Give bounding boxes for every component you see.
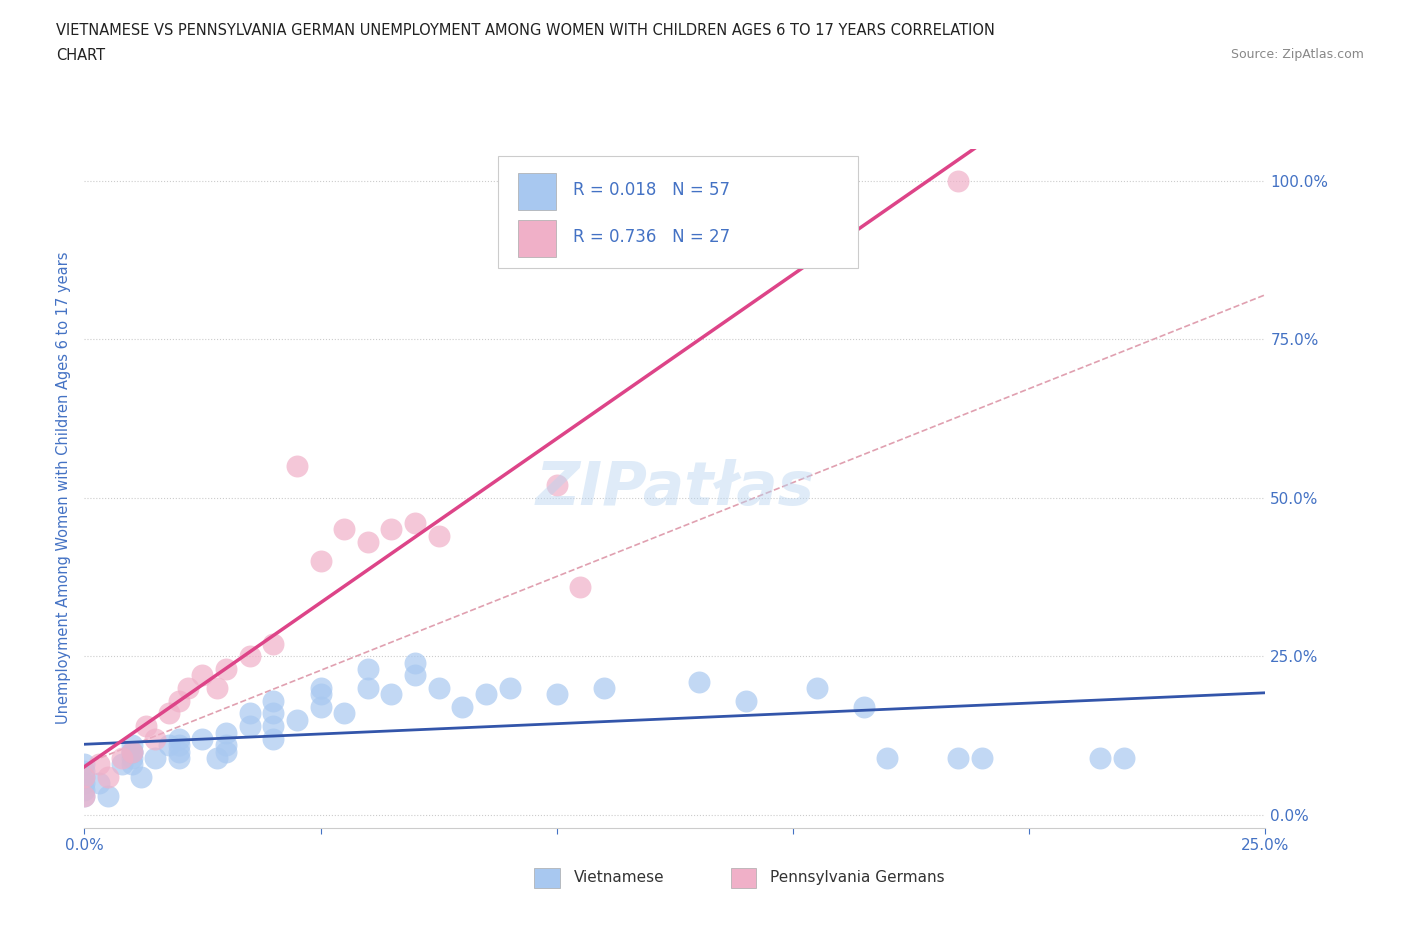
Point [876, 751, 898, 765]
Point [546, 687, 568, 702]
Text: VIETNAMESE VS PENNSYLVANIA GERMAN UNEMPLOYMENT AMONG WOMEN WITH CHILDREN AGES 6 : VIETNAMESE VS PENNSYLVANIA GERMAN UNEMPL… [56, 23, 995, 38]
Point [205, 751, 228, 765]
Point [546, 478, 568, 493]
Point [309, 699, 332, 714]
FancyBboxPatch shape [498, 155, 858, 268]
Point [404, 656, 426, 671]
Point [215, 661, 238, 676]
Point [262, 636, 284, 651]
Point [73, 764, 96, 778]
Point [806, 681, 828, 696]
Point [970, 751, 993, 765]
Point [157, 706, 180, 721]
Point [357, 661, 380, 676]
Point [177, 681, 200, 696]
Text: Source: ZipAtlas.com: Source: ZipAtlas.com [1230, 48, 1364, 61]
Point [73, 789, 96, 804]
Text: Vietnamese: Vietnamese [574, 870, 664, 885]
Point [167, 751, 190, 765]
Point [309, 687, 332, 702]
Point [143, 731, 166, 746]
Point [357, 535, 380, 550]
Point [262, 694, 284, 709]
Point [167, 731, 190, 746]
Point [475, 687, 498, 702]
Point [688, 674, 710, 689]
Point [380, 687, 402, 702]
Point [121, 757, 143, 772]
Point [167, 737, 190, 752]
Point [87, 776, 110, 790]
Point [121, 751, 143, 765]
Point [380, 522, 402, 537]
Point [167, 694, 190, 709]
Point [593, 681, 616, 696]
FancyBboxPatch shape [517, 220, 555, 258]
Text: R = 0.018   N = 57: R = 0.018 N = 57 [574, 180, 730, 198]
Point [121, 744, 143, 759]
Point [404, 516, 426, 531]
Point [309, 681, 332, 696]
Point [121, 744, 143, 759]
Point [309, 553, 332, 568]
Point [191, 731, 214, 746]
Point [262, 706, 284, 721]
FancyBboxPatch shape [517, 173, 555, 210]
Point [404, 668, 426, 683]
Text: CHART: CHART [56, 48, 105, 63]
Point [191, 668, 214, 683]
Point [215, 737, 238, 752]
Point [948, 751, 970, 765]
Point [215, 744, 238, 759]
Point [285, 458, 308, 473]
Point [205, 681, 228, 696]
Point [734, 694, 756, 709]
Point [498, 681, 520, 696]
Point [262, 719, 284, 734]
Point [806, 173, 828, 188]
Point [427, 528, 450, 543]
Point [357, 681, 380, 696]
Point [1112, 751, 1135, 765]
Point [121, 744, 143, 759]
Point [87, 757, 110, 772]
Y-axis label: Unemployment Among Women with Children Ages 6 to 17 years: Unemployment Among Women with Children A… [56, 252, 72, 724]
Point [333, 522, 356, 537]
Point [73, 782, 96, 797]
Point [73, 757, 96, 772]
Point [97, 769, 120, 784]
Point [73, 789, 96, 804]
Point [129, 769, 152, 784]
Point [239, 719, 262, 734]
Point [167, 744, 190, 759]
Point [333, 706, 356, 721]
Point [451, 699, 474, 714]
Text: R = 0.736   N = 27: R = 0.736 N = 27 [574, 228, 731, 246]
Point [239, 649, 262, 664]
Point [157, 737, 180, 752]
Point [852, 699, 875, 714]
Point [427, 681, 450, 696]
Point [73, 769, 96, 784]
Point [948, 173, 970, 188]
Point [262, 731, 284, 746]
Point [111, 751, 134, 765]
Point [239, 706, 262, 721]
Point [73, 776, 96, 790]
Text: ZIPatłas: ZIPatłas [536, 458, 814, 518]
Point [143, 751, 166, 765]
Point [97, 789, 120, 804]
Point [121, 737, 143, 752]
Text: Pennsylvania Germans: Pennsylvania Germans [770, 870, 945, 885]
Point [215, 725, 238, 740]
Point [135, 719, 157, 734]
Point [569, 579, 592, 594]
Point [1088, 751, 1111, 765]
Point [73, 769, 96, 784]
Point [111, 757, 134, 772]
Point [285, 712, 308, 727]
